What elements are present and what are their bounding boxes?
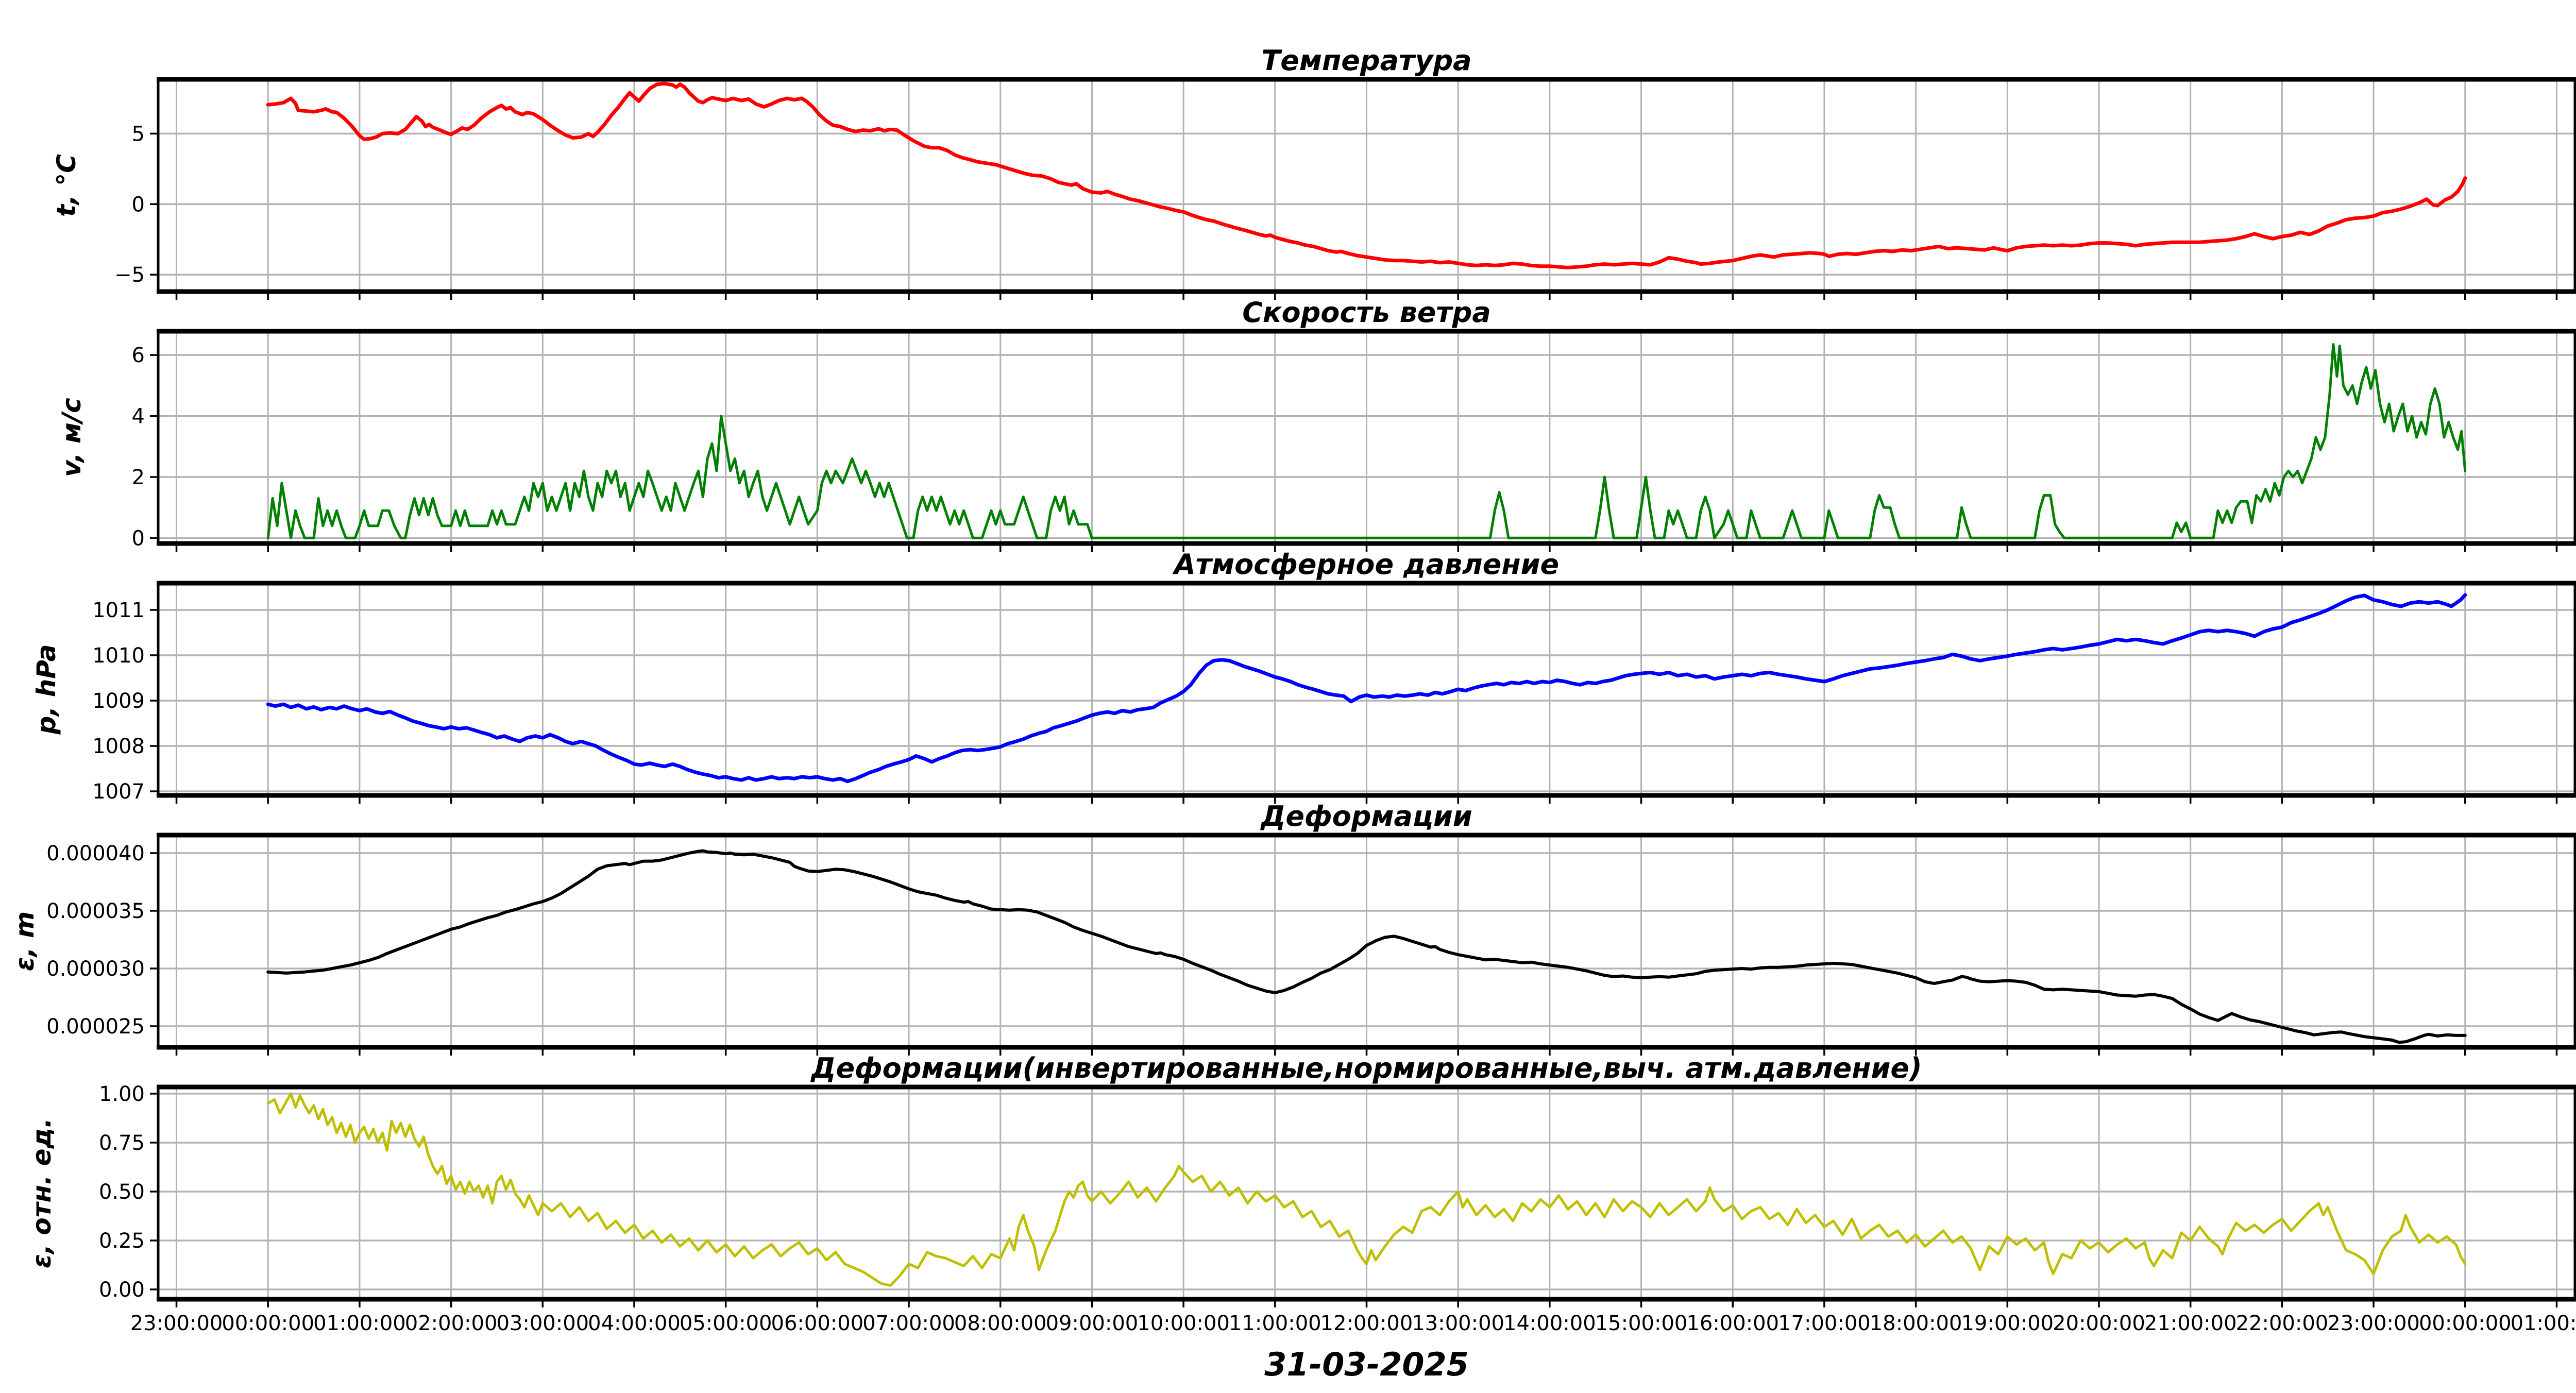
y-axis-label: ε, отн. ед.: [27, 1118, 57, 1268]
y-tick-label: 2: [132, 466, 145, 489]
y-tick-label: 0.000035: [46, 899, 145, 923]
panel-title: Атмосферное давление: [1172, 548, 1559, 581]
y-tick-label: 1008: [92, 735, 145, 758]
pressure-line: [266, 593, 2467, 784]
y-tick-label: 4: [132, 405, 145, 429]
x-tick-label: 10:00:00: [1137, 1312, 1230, 1335]
x-tick-label: 22:00:00: [2236, 1312, 2329, 1335]
panel-title: Деформации: [1260, 800, 1472, 833]
date-label: 31-03-2025: [1264, 1346, 1469, 1383]
x-tick-label: 21:00:00: [2144, 1312, 2237, 1335]
panel-title: Деформации(инвертированные,нормированные…: [810, 1052, 1922, 1084]
x-tick-label: 13:00:00: [1412, 1312, 1504, 1335]
x-tick-label: 20:00:00: [2053, 1312, 2145, 1335]
panel-title: Скорость ветра: [1242, 296, 1491, 329]
x-tick-label: 14:00:00: [1503, 1312, 1596, 1335]
y-tick-label: 0: [132, 193, 145, 216]
y-axis-label: t, °C: [52, 154, 81, 217]
x-tick-label: 09:00:00: [1046, 1312, 1139, 1335]
x-tick-label: 07:00:00: [862, 1312, 955, 1335]
y-tick-label: −5: [114, 263, 145, 287]
y-tick-label: 1007: [92, 780, 145, 804]
y-tick-label: 1011: [92, 599, 145, 622]
y-tick-label: 0.50: [99, 1180, 145, 1204]
x-tick-label: 03:00:00: [496, 1312, 589, 1335]
x-tick-label: 06:00:00: [771, 1312, 864, 1335]
y-tick-label: 0.25: [99, 1229, 145, 1253]
x-tick-label: 08:00:00: [954, 1312, 1047, 1335]
x-tick-label: 11:00:00: [1229, 1312, 1321, 1335]
panel-deformation: 0.000040 0.000035 0.000030 0.000025 Деформац…: [10, 800, 2576, 1056]
y-axis-label: p, hPa: [31, 644, 61, 735]
y-axis-label: ε, m: [10, 911, 40, 971]
x-tick-label: 01:00:00: [313, 1312, 406, 1335]
panel-pressure: 1011 1010 1009 1008 1007 Атмосферное давление…: [31, 548, 2576, 804]
x-tick-label: 18:00:00: [1870, 1312, 1962, 1335]
deformation-line: [266, 849, 2467, 1044]
y-tick-label: 5: [132, 122, 145, 146]
x-tick-label: 00:00:00: [222, 1312, 314, 1335]
y-tick-label: 0.00: [99, 1278, 145, 1302]
deformation-normalized-line: [266, 1092, 2467, 1287]
x-tick-label: 02:00:00: [405, 1312, 498, 1335]
panel-temperature: 5 0 −5 Температура t, °C: [52, 44, 2576, 300]
y-tick-label: 0.75: [99, 1131, 145, 1155]
temperature-line: [266, 81, 2467, 269]
x-tick-label: 15:00:00: [1595, 1312, 1688, 1335]
y-tick-label: 1.00: [99, 1082, 145, 1106]
x-tick-label: 16:00:00: [1686, 1312, 1779, 1335]
x-tick-label: 19:00:00: [1961, 1312, 2054, 1335]
y-tick-label: 0.000040: [46, 842, 145, 865]
y-tick-label: 0.000025: [46, 1015, 145, 1039]
x-tick-label: 01:00:00: [2511, 1312, 2576, 1335]
panel-wind-speed: 6 4 2 0 Скорость ветра v, м/с: [57, 296, 2576, 552]
x-tick-label: 23:00:00: [2327, 1312, 2420, 1335]
y-axis-label: v, м/с: [57, 398, 87, 477]
x-tick-label: 23:00:00: [130, 1312, 223, 1335]
y-tick-label: 0.000030: [46, 957, 145, 981]
x-tick-label: 05:00:00: [680, 1312, 772, 1335]
x-tick-label: 12:00:00: [1320, 1312, 1413, 1335]
y-tick-label: 6: [132, 344, 145, 367]
x-tick-label: 04:00:00: [588, 1312, 681, 1335]
x-tick-label: 00:00:00: [2419, 1312, 2512, 1335]
panel-title: Температура: [1261, 44, 1471, 77]
y-tick-label: 1009: [92, 689, 145, 713]
y-tick-label: 1010: [92, 644, 145, 668]
y-tick-label: 0: [132, 526, 145, 550]
panel-deformation-normalized: 1.00 0.75 0.50 0.25 0.00 Деформации(инвертиро…: [27, 1052, 2576, 1383]
wind-speed-line: [266, 343, 2467, 539]
x-tick-label: 17:00:00: [1778, 1312, 1871, 1335]
